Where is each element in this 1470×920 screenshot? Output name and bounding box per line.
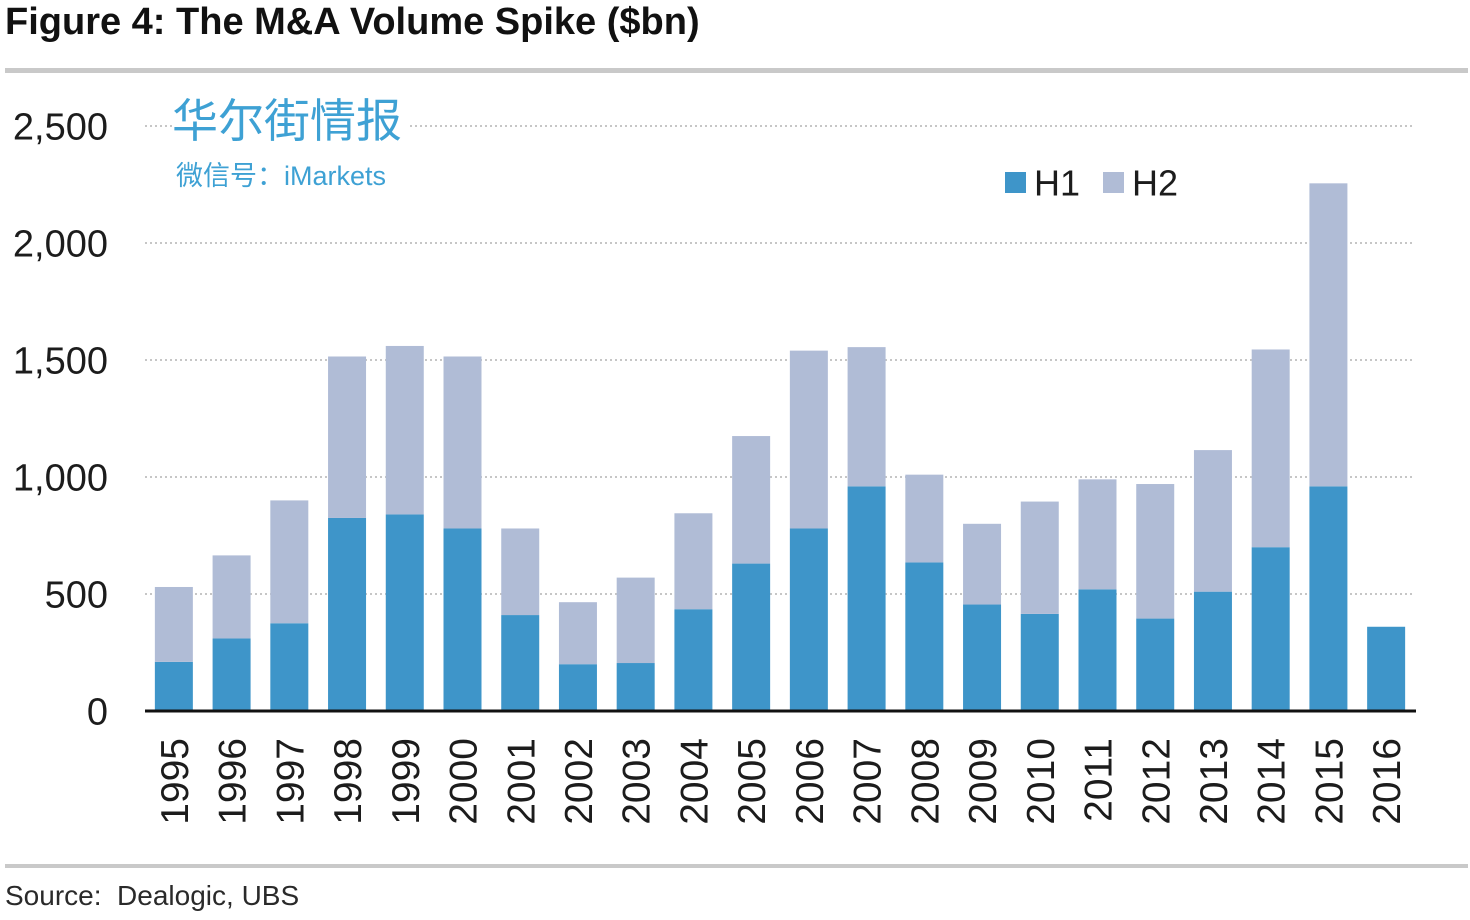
bar-h2-2011 — [1078, 479, 1117, 590]
bars — [154, 183, 1406, 711]
x-tick-label: 2014 — [1251, 738, 1294, 825]
bar-h2-2001 — [501, 528, 540, 616]
bar-h1-2010 — [1020, 613, 1059, 711]
x-tick-label: 2002 — [558, 738, 601, 825]
bar-h1-1995 — [154, 661, 193, 711]
watermark-subtitle: 微信号：iMarkets — [176, 161, 387, 191]
y-tick-label: 1,500 — [13, 340, 108, 382]
bar-h1-2005 — [732, 563, 771, 711]
bar-h1-1997 — [270, 623, 309, 711]
x-tick-label: 2003 — [616, 738, 659, 825]
x-tick-label: 2011 — [1078, 738, 1121, 822]
x-tick-label: 2004 — [673, 738, 716, 825]
bar-h2-2012 — [1136, 484, 1175, 619]
x-tick-label: 2005 — [731, 738, 774, 825]
bar-h2-2009 — [963, 523, 1002, 605]
x-tick-label: 1998 — [327, 738, 370, 825]
legend-swatch-h1 — [1005, 172, 1026, 193]
bar-h1-2012 — [1136, 618, 1175, 711]
bar-h2-2006 — [789, 350, 828, 529]
bar-h1-2011 — [1078, 589, 1117, 711]
bar-h1-2006 — [789, 528, 828, 711]
bottom-divider — [5, 864, 1468, 868]
bar-h1-2002 — [558, 664, 597, 711]
y-tick-label: 1,000 — [13, 457, 108, 499]
x-tick-label: 2015 — [1308, 738, 1351, 825]
bar-h1-2014 — [1251, 547, 1290, 711]
bar-h2-2004 — [674, 513, 713, 610]
bar-h1-2001 — [501, 615, 540, 711]
x-tick-label: 1997 — [269, 738, 312, 825]
bar-h2-2014 — [1251, 349, 1290, 548]
bar-h2-1998 — [328, 356, 367, 518]
bar-h1-2007 — [847, 486, 886, 711]
bar-h2-2007 — [847, 347, 886, 487]
watermark: 华尔街情报 微信号：iMarkets — [172, 94, 408, 192]
bar-h2-1996 — [212, 555, 251, 639]
x-tick-label: 2009 — [962, 738, 1005, 825]
x-tick-label: 1995 — [154, 738, 197, 825]
stacked-bar-chart: 0 500 1,000 1,500 2,000 2,500 1995 1996 1997 1998… — [13, 106, 1416, 825]
x-tick-label: 2012 — [1135, 738, 1178, 825]
x-tick-label: 1996 — [212, 738, 255, 825]
y-tick-label: 2,500 — [13, 106, 108, 148]
bar-h1-2000 — [443, 528, 482, 711]
bar-h1-2009 — [963, 604, 1002, 711]
x-tick-label: 2013 — [1193, 738, 1236, 825]
x-tick-label: 2007 — [847, 738, 890, 825]
x-tick-label: 2010 — [1020, 738, 1063, 825]
bar-h1-2015 — [1309, 486, 1348, 711]
source-note: Source: Dealogic, UBS — [5, 880, 300, 911]
legend-item-h1: H1 — [1005, 162, 1080, 203]
figure-title: Figure 4: The M&A Volume Spike ($bn) — [5, 1, 700, 43]
bar-h2-1997 — [270, 500, 309, 624]
legend-item-h2: H2 — [1103, 162, 1178, 203]
x-tick-label: 2016 — [1366, 738, 1409, 825]
bar-h1-1998 — [328, 517, 367, 711]
bar-h2-2002 — [558, 602, 597, 665]
bar-h2-2015 — [1309, 183, 1348, 487]
y-axis-labels: 0 500 1,000 1,500 2,000 2,500 — [13, 106, 108, 733]
bar-h1-2008 — [905, 562, 944, 711]
x-tick-label: 2008 — [904, 738, 947, 825]
bar-h2-1999 — [385, 345, 424, 515]
legend-label-h2: H2 — [1132, 162, 1178, 203]
y-tick-label: 0 — [87, 691, 108, 733]
bar-h2-1995 — [154, 586, 193, 662]
x-tick-label: 2006 — [789, 738, 832, 825]
bar-h1-1999 — [385, 514, 424, 711]
y-tick-label: 2,000 — [13, 223, 108, 265]
bar-h1-2016 — [1367, 626, 1406, 711]
y-tick-label: 500 — [45, 574, 108, 616]
x-axis-labels: 1995 1996 1997 1998 1999 2000 2001 2002 2003 2004… — [154, 738, 1409, 825]
legend-swatch-h2 — [1103, 172, 1124, 193]
bar-h2-2008 — [905, 474, 944, 563]
bar-h2-2003 — [616, 577, 655, 664]
watermark-title: 华尔街情报 — [172, 94, 408, 148]
x-tick-label: 1999 — [385, 738, 428, 825]
x-tick-label: 2000 — [443, 738, 486, 825]
bar-h1-1996 — [212, 638, 251, 711]
top-divider — [5, 68, 1468, 73]
bar-h2-2013 — [1193, 450, 1232, 592]
legend-label-h1: H1 — [1034, 162, 1080, 203]
bar-h2-2010 — [1020, 501, 1059, 614]
bar-h1-2004 — [674, 609, 713, 711]
bar-h2-2005 — [732, 436, 771, 564]
legend: H1 H2 — [1005, 162, 1178, 203]
bar-h2-2000 — [443, 356, 482, 529]
bar-h1-2013 — [1193, 591, 1232, 711]
x-tick-label: 2001 — [500, 738, 543, 825]
bar-h1-2003 — [616, 663, 655, 711]
